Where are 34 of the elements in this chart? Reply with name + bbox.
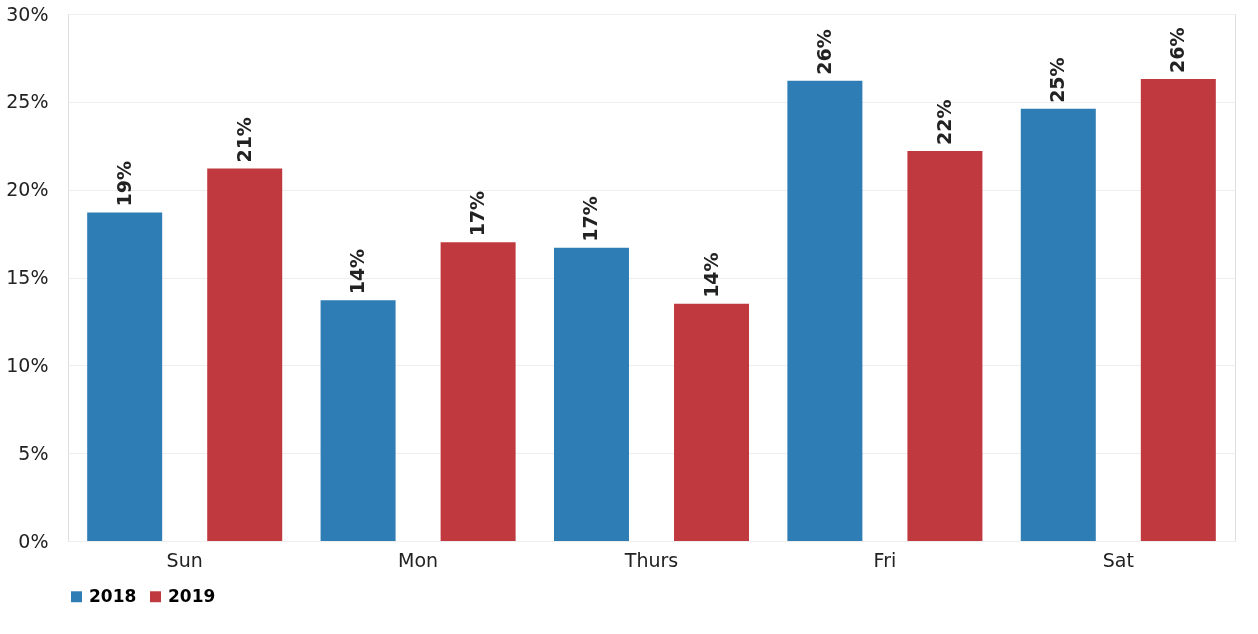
bar [553,247,629,541]
data-label: 19% [112,161,135,207]
bar [1140,79,1216,541]
y-tick-label: 25% [6,90,49,113]
data-label: 26% [812,29,835,75]
data-label: 22% [932,99,955,146]
x-tick-label: Fri [873,548,897,571]
data-label: 17% [466,190,489,237]
bar [1020,108,1096,541]
legend-label: 2018 [89,585,137,606]
bar [787,80,863,541]
bar [207,168,283,541]
bar [440,242,516,541]
y-tick-label: 15% [6,266,49,288]
bar [87,212,163,541]
x-tick-label: Mon [398,548,439,571]
y-tick-label: 5% [18,441,49,464]
y-tick-label: 0% [18,529,49,552]
y-tick-label: 30% [6,2,49,25]
legend-label: 2019 [168,585,216,606]
data-label: 25% [1046,57,1069,103]
data-label: 21% [232,117,255,163]
bar [674,303,750,541]
x-tick-label: Thurs [623,548,679,571]
bar [320,300,396,541]
bar [907,151,983,541]
data-label: 14% [346,248,369,295]
y-tick-label: 10% [6,353,49,376]
x-tick-label: Sun [166,548,203,571]
data-label: 14% [699,252,722,298]
data-label: 26% [1166,27,1189,73]
data-label: 17% [579,196,602,242]
x-tick-label: Sat [1102,548,1134,571]
y-tick-label: 20% [6,178,49,201]
